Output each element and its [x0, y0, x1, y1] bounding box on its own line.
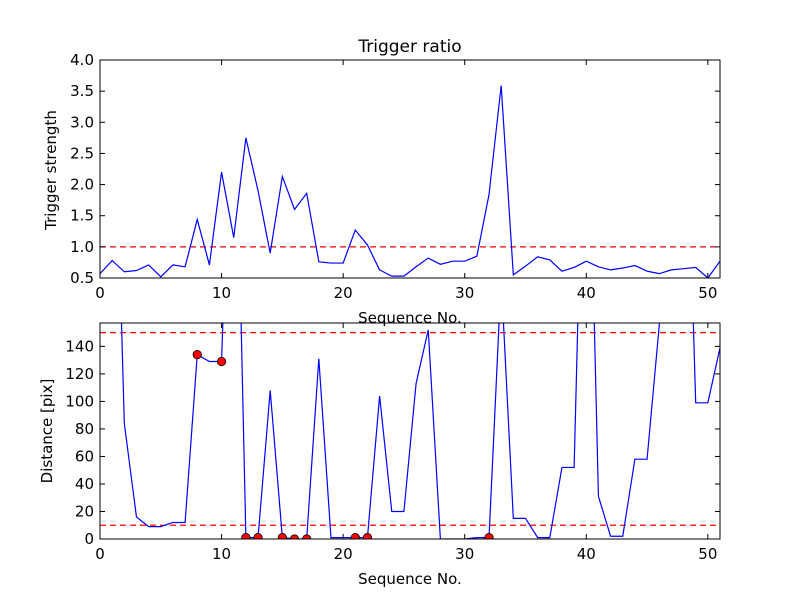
series-line: [100, 85, 720, 278]
chart-title: Trigger ratio: [357, 37, 461, 57]
y-tick-label: 1.0: [70, 238, 94, 256]
data-marker: [253, 533, 263, 539]
data-marker: [484, 533, 494, 539]
y-tick-label: 80: [75, 420, 94, 438]
y-axis-label: Trigger strength: [42, 110, 60, 231]
data-marker: [192, 350, 202, 360]
x-tick-label: 0: [95, 545, 105, 563]
ticks: 0 10 20 30 40 50 0 20 40 60 80 100 120 140: [65, 323, 720, 563]
y-tick-label: 100: [65, 392, 94, 410]
y-tick-label: 20: [75, 502, 94, 520]
y-tick-label: 1.5: [70, 207, 94, 225]
x-tick-label: 50: [698, 545, 717, 563]
y-tick-label: 0.5: [70, 269, 94, 287]
y-tick-label: 60: [75, 447, 94, 465]
data-marker: [216, 356, 227, 367]
x-tick-label: 10: [212, 545, 231, 563]
y-tick-label: 4.0: [70, 51, 94, 69]
y-tick-label: 2.0: [70, 176, 94, 194]
plot-frame: [99, 59, 721, 279]
data-marker: [362, 533, 373, 539]
x-tick-label: 50: [698, 284, 717, 302]
y-tick-label: 140: [65, 337, 94, 355]
plot-area: [100, 85, 720, 278]
x-axis-label: Sequence No.: [358, 309, 462, 327]
y-tick-label: 3.0: [70, 113, 94, 131]
y-axis-label: Distance [pix]: [38, 379, 56, 484]
plot-area: [100, 323, 720, 539]
data-marker: [241, 533, 251, 539]
x-tick-label: 30: [455, 545, 474, 563]
y-tick-label: 3.5: [70, 82, 94, 100]
trigger-ratio-chart: Trigger ratio 0 10 20 30 40 50 0.5 1.0 1.5 2.0 2.5…: [42, 37, 721, 327]
plot-frame: [99, 322, 721, 540]
x-tick-label: 10: [212, 284, 231, 302]
y-tick-label: 2.5: [70, 144, 94, 162]
x-tick-label: 20: [334, 284, 353, 302]
y-tick-label: 120: [65, 365, 94, 383]
x-tick-label: 0: [95, 284, 105, 302]
x-axis-label: Sequence No.: [358, 570, 462, 588]
x-tick-label: 40: [577, 284, 596, 302]
series-line: [120, 323, 720, 539]
y-tick-label: 0: [84, 530, 94, 548]
y-tick-label: 40: [75, 475, 94, 493]
data-marker: [277, 533, 287, 539]
x-tick-label: 20: [334, 545, 353, 563]
ticks: 0 10 20 30 40 50 0.5 1.0 1.5 2.0 2.5 3.0 3.5 4.0: [70, 51, 720, 302]
x-tick-label: 30: [455, 284, 474, 302]
distance-chart: 0 10 20 30 40 50 0 20 40 60 80 100 120 140 Sequence N…: [38, 322, 721, 588]
x-tick-label: 40: [577, 545, 596, 563]
data-marker: [350, 533, 360, 539]
